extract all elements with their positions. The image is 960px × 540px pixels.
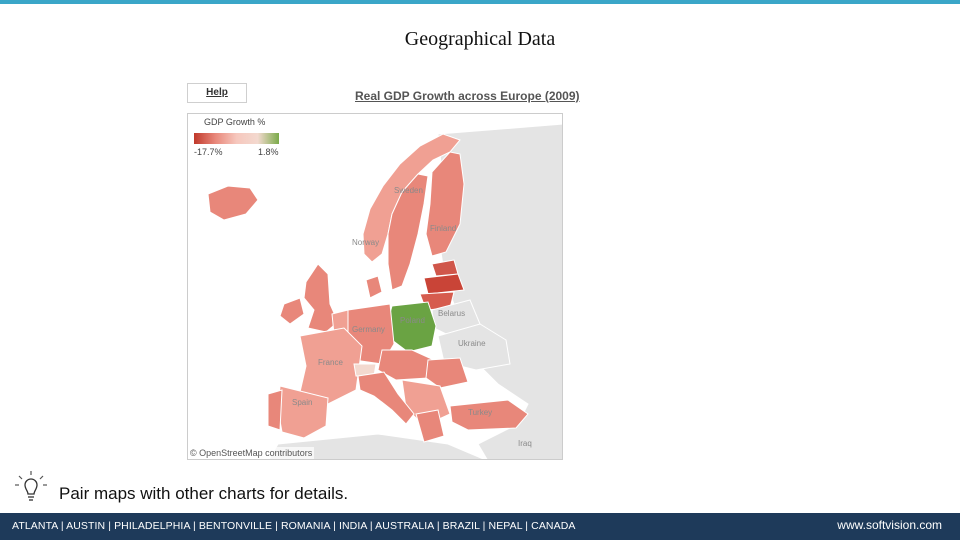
- uk: [303, 263, 339, 333]
- sweden: [387, 173, 429, 291]
- latvia: [423, 273, 465, 295]
- portugal: [267, 389, 283, 431]
- lightbulb-icon: [14, 470, 48, 509]
- ireland: [279, 297, 305, 325]
- denmark: [365, 275, 383, 299]
- iceland: [207, 185, 259, 221]
- france: [299, 327, 363, 405]
- europe-map[interactable]: GDP Growth % -17.7% 1.8% Sweden Finland …: [187, 113, 563, 460]
- label-france: France: [318, 358, 343, 367]
- slide-title: Geographical Data: [404, 28, 556, 50]
- romania: [425, 357, 469, 389]
- label-turkey: Turkey: [468, 408, 493, 417]
- tip-text: Pair maps with other charts for details.: [59, 484, 349, 503]
- legend-title: GDP Growth %: [204, 117, 266, 127]
- help-button[interactable]: Help: [187, 83, 247, 103]
- top-accent-bar: [0, 0, 960, 4]
- label-ukraine: Ukraine: [458, 339, 486, 348]
- label-norway: Norway: [352, 238, 380, 247]
- label-iraq: Iraq: [518, 439, 532, 448]
- footer-website-link[interactable]: www.softvision.com: [837, 518, 942, 532]
- label-belarus: Belarus: [438, 309, 466, 318]
- norway: [362, 133, 461, 263]
- label-finland: Finland: [430, 224, 457, 233]
- map-title: Real GDP Growth across Europe (2009): [355, 89, 580, 103]
- turkey: [449, 399, 529, 431]
- footer-bar: ATLANTA | AUSTIN | PHILADELPHIA | BENTON…: [0, 513, 960, 540]
- legend-min-label: -17.7%: [194, 147, 223, 157]
- map-canvas: [188, 114, 562, 459]
- label-germany: Germany: [352, 325, 385, 334]
- label-poland: Poland: [400, 316, 425, 325]
- label-spain: Spain: [292, 398, 313, 407]
- label-sweden: Sweden: [394, 186, 423, 195]
- map-attribution[interactable]: © OpenStreetMap contributors: [188, 447, 315, 459]
- finland: [425, 151, 465, 257]
- footer-locations: ATLANTA | AUSTIN | PHILADELPHIA | BENTON…: [12, 520, 576, 532]
- legend-max-label: 1.8%: [258, 147, 279, 157]
- greece: [415, 409, 445, 443]
- italy: [357, 371, 415, 425]
- legend-color-scale: [194, 133, 279, 144]
